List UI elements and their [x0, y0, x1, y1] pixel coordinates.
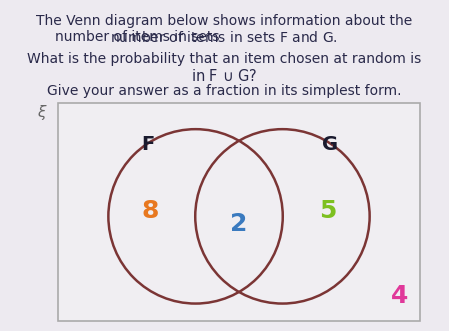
Text: number of items in sets: number of items in sets	[55, 30, 224, 44]
Text: F: F	[141, 135, 154, 154]
Text: What is the probability that an item chosen at random is: What is the probability that an item cho…	[27, 52, 421, 66]
Text: G: G	[322, 135, 339, 154]
Text: 4: 4	[392, 284, 409, 308]
Text: in $\mathdefault{F}$ $\cup$ $\mathdefault{G}$?: in $\mathdefault{F}$ $\cup$ $\mathdefaul…	[191, 68, 257, 84]
Text: 2: 2	[230, 213, 248, 236]
Text: number of items in sets $\mathdefault{F}$ and $\mathdefault{G}$.: number of items in sets $\mathdefault{F}…	[110, 30, 338, 45]
Text: ξ: ξ	[38, 105, 46, 120]
Bar	[58, 103, 420, 321]
Text: Give your answer as a fraction in its simplest form.: Give your answer as a fraction in its si…	[47, 84, 401, 98]
Text: The Venn diagram below shows information about the: The Venn diagram below shows information…	[36, 14, 412, 28]
Text: 8: 8	[141, 199, 159, 223]
Text: 5: 5	[319, 199, 336, 223]
